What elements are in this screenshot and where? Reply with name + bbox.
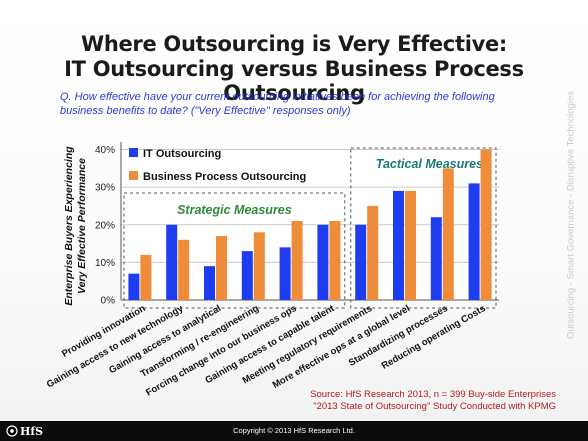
group-label: Strategic Measures	[177, 203, 292, 217]
bar	[480, 149, 492, 300]
bar	[178, 239, 190, 300]
bar	[468, 183, 480, 300]
bar	[317, 224, 329, 300]
legend-swatch	[129, 171, 138, 180]
source-note: Source: HfS Research 2013, n = 399 Buy-s…	[310, 389, 556, 413]
footer-bar: HfS Copyright © 2013 HfS Research Ltd.	[0, 421, 588, 441]
bar	[367, 205, 379, 300]
legend-label: IT Outsourcing	[143, 148, 221, 160]
bar	[355, 224, 367, 300]
legend-swatch	[129, 148, 138, 157]
logo-text: HfS	[20, 425, 43, 438]
bar	[166, 224, 178, 300]
y-tick-label: 30%	[95, 183, 115, 194]
y-axis-title: Very Effective Performance	[76, 158, 88, 294]
group-label: Tactical Measures	[376, 157, 483, 171]
bar	[128, 273, 140, 300]
survey-question: Q. How effective have your current outso…	[60, 91, 495, 117]
chart-title-line2: IT Outsourcing versus Business Process O…	[64, 57, 524, 105]
bar	[393, 190, 404, 300]
bar	[442, 168, 454, 300]
bar	[140, 254, 152, 300]
copyright-text: Copyright © 2013 HfS Research Ltd.	[233, 426, 355, 435]
y-tick-label: 10%	[95, 258, 115, 269]
legend-label: Business Process Outsourcing	[143, 171, 306, 183]
source-line1: Source: HfS Research 2013, n = 399 Buy-s…	[310, 389, 556, 400]
y-tick-label: 20%	[95, 220, 115, 231]
chart-title-line1: Where Outsourcing is Very Effective:	[80, 32, 508, 56]
bar	[291, 221, 303, 300]
source-line2: "2013 State of Outsourcing" Study Conduc…	[313, 401, 556, 412]
bar	[430, 217, 442, 300]
bar	[279, 247, 291, 300]
bar	[253, 232, 265, 300]
bar	[204, 266, 215, 300]
group-box	[350, 147, 497, 309]
hfs-logo-icon: HfS	[6, 425, 43, 438]
bar	[241, 251, 253, 300]
bar	[216, 236, 227, 300]
y-tick-label: 0%	[101, 296, 116, 307]
group-box	[123, 192, 346, 309]
y-tick-label: 40%	[95, 145, 115, 156]
bar	[329, 221, 341, 300]
bar	[405, 190, 416, 300]
y-axis-title: Enterprise Buyers Experiencing	[63, 146, 75, 306]
